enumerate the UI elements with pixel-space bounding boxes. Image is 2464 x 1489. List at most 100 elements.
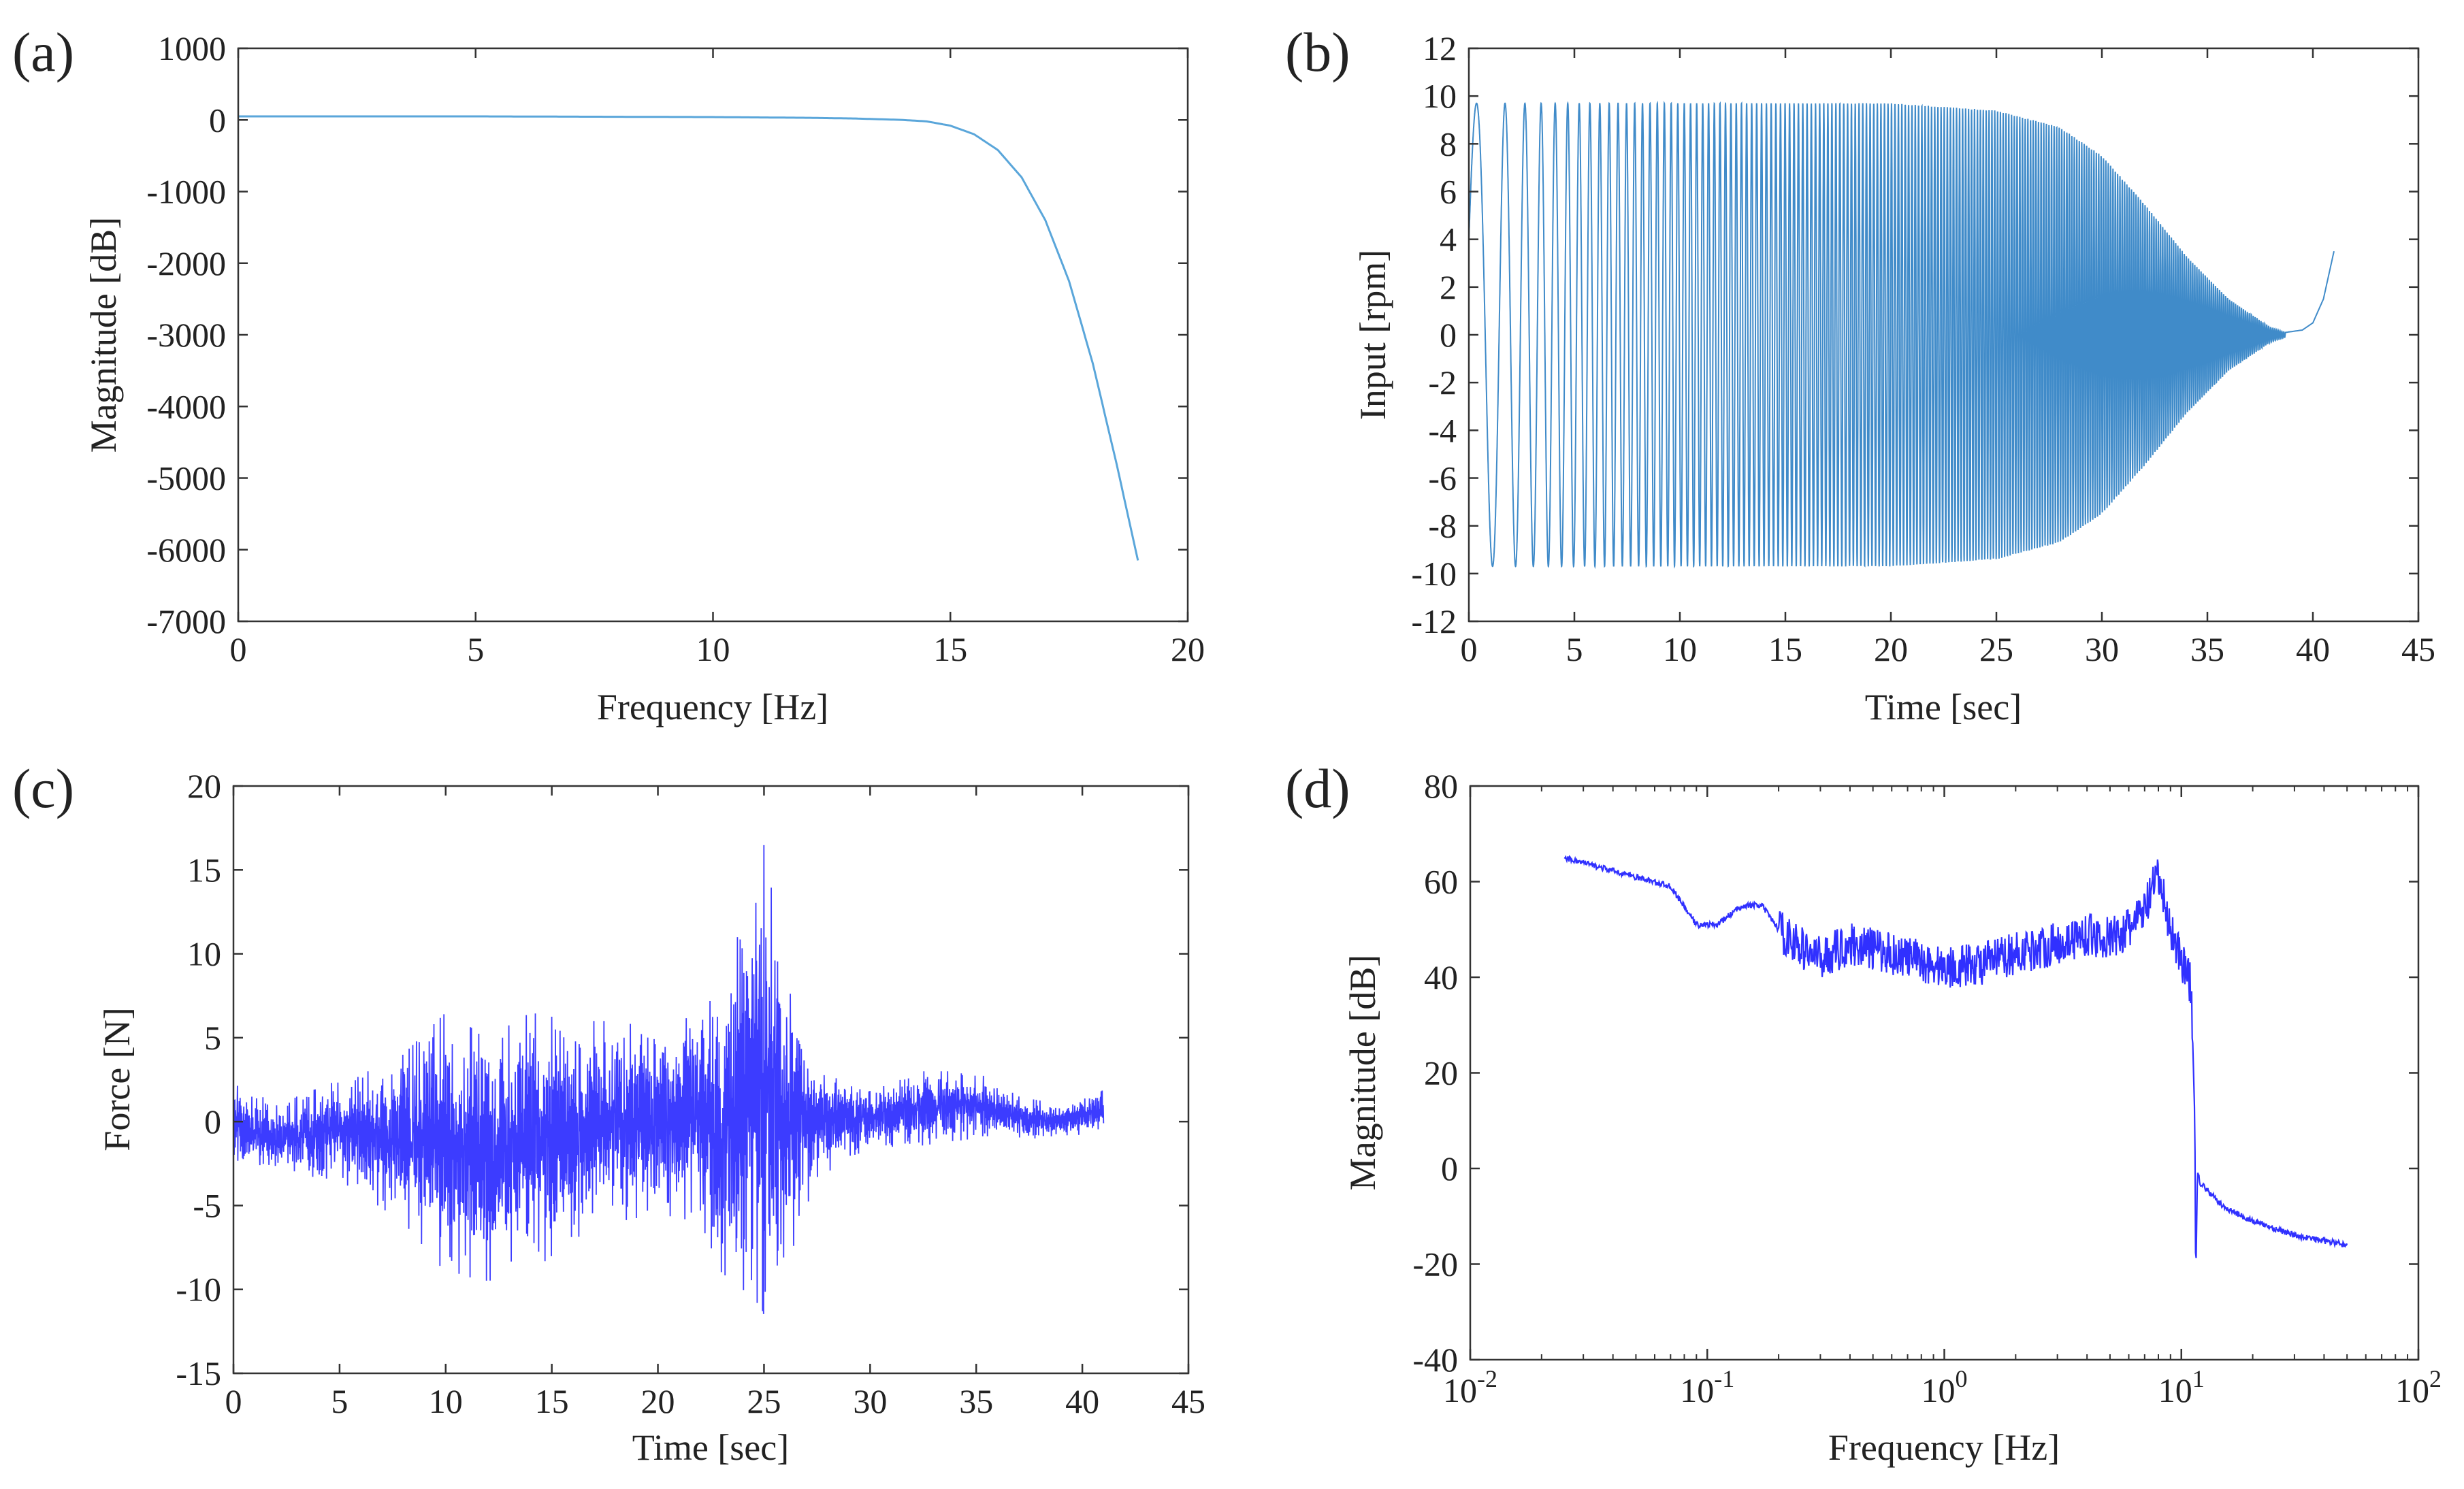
chart-d-ytick-label: -40 — [1412, 1341, 1458, 1379]
chart-a: 0 5 10 15 20 1000 0 -1000 -2000 -3000 -4000 -5000 -6… — [83, 29, 1205, 727]
chart-c-xtick-label: 45 — [1171, 1382, 1205, 1420]
panel-label-c: (c) — [12, 757, 74, 819]
chart-b-xtick-label: 45 — [2401, 630, 2435, 668]
chart-a-xtick-label: 0 — [230, 630, 247, 668]
chart-d-xtick-base: 10 — [1922, 1371, 1956, 1409]
chart-d-xlabel: Frequency [Hz] — [1828, 1427, 2060, 1468]
chart-a-data-layer — [238, 115, 1139, 561]
chart-b-xtick-label: 15 — [1768, 630, 1802, 668]
chart-d-xtick-label: 10-2 — [1443, 1365, 1497, 1409]
chart-a-ytick-label: -3000 — [146, 316, 226, 354]
chart-a-ytick-label: 1000 — [158, 29, 226, 67]
chart-a-series-magnitude — [238, 115, 1139, 561]
chart-c-ylabel: Force [N] — [97, 1007, 137, 1151]
chart-b-xtick-label: 0 — [1461, 630, 1478, 668]
chart-d-ytick-label: 80 — [1424, 767, 1458, 805]
chart-b-ytick-label: 12 — [1423, 29, 1457, 67]
chart-d-xtick-label: 100 — [1922, 1365, 1968, 1409]
chart-c-ytick-label: -15 — [176, 1354, 221, 1392]
chart-a-xtick-label: 5 — [467, 630, 484, 668]
chart-c-xtick-label: 10 — [429, 1382, 463, 1420]
chart-a-ytick-label: -2000 — [146, 244, 226, 282]
chart-b: 0 5 10 15 20 25 30 35 40 45121086420-2-4-6-8-10-1… — [1352, 29, 2435, 727]
chart-c-xlabel: Time [sec] — [632, 1427, 789, 1468]
chart-b-ytick-label: -8 — [1428, 507, 1457, 545]
chart-b-xtick-label: 40 — [2296, 630, 2330, 668]
chart-a-ytick-label: -1000 — [146, 173, 226, 211]
chart-c-ytick-label: 10 — [187, 935, 221, 973]
chart-c-ytick-label: 20 — [187, 767, 221, 805]
chart-a-axes: 0 5 10 15 20 1000 0 -1000 -2000 -3000 -4000 -5000 -6… — [146, 29, 1205, 668]
chart-d-ytick-label: -20 — [1412, 1245, 1458, 1283]
chart-d-xtick-base: 10 — [2158, 1371, 2192, 1409]
chart-b-ytick-label: 8 — [1440, 125, 1457, 163]
chart-c-ytick-label: 5 — [204, 1019, 221, 1057]
chart-b-ytick-label: -10 — [1411, 555, 1457, 593]
chart-d-xtick-exponent: -2 — [1477, 1365, 1497, 1392]
chart-c-series-force — [233, 845, 1105, 1314]
chart-b-ytick-label: 4 — [1440, 220, 1457, 259]
chart-b-xtick-label: 20 — [1874, 630, 1908, 668]
chart-a-ytick-label: -4000 — [146, 387, 226, 425]
chart-c-xtick-label: 40 — [1065, 1382, 1099, 1420]
panel-label-b: (b) — [1285, 21, 1350, 83]
chart-b-ytick-label: 10 — [1423, 77, 1457, 115]
chart-b-ytick-label: -4 — [1428, 411, 1457, 449]
chart-a-xtick-label: 20 — [1171, 630, 1205, 668]
chart-a-xlabel: Frequency [Hz] — [597, 687, 828, 727]
chart-d-xtick-base: 10 — [2395, 1371, 2429, 1409]
chart-b-ytick-label: -12 — [1411, 602, 1457, 640]
chart-a-ytick-label: -6000 — [146, 531, 226, 569]
chart-a-ytick-label: -7000 — [146, 602, 226, 640]
chart-c-ytick-label: -5 — [193, 1186, 221, 1224]
chart-a-xtick-label: 10 — [696, 630, 730, 668]
chart-c-xtick-label: 30 — [853, 1382, 887, 1420]
chart-d-xtick-label: 10-1 — [1680, 1365, 1734, 1409]
chart-d-xtick-base: 10 — [1443, 1371, 1477, 1409]
chart-b-ytick-label: 2 — [1440, 268, 1457, 306]
chart-d-xtick-exponent: 1 — [2192, 1365, 2205, 1392]
chart-b-xlabel: Time [sec] — [1865, 687, 2022, 727]
chart-d-ytick-label: 60 — [1424, 863, 1458, 901]
chart-d-ytick-label: 20 — [1424, 1054, 1458, 1092]
chart-b-xtick-label: 30 — [2085, 630, 2119, 668]
chart-d-ytick-label: 0 — [1441, 1149, 1458, 1188]
chart-a-ylabel: Magnitude [dB] — [83, 217, 124, 453]
panel-label-a: (a) — [12, 21, 74, 83]
chart-b-ylabel: Input [rpm] — [1352, 250, 1393, 420]
chart-c-axes: 0 5 10 15 20 25 30 35 40 45 20 15 10 5 0 -5 -10 -15 — [176, 767, 1205, 1420]
chart-a-xtick-label: 15 — [933, 630, 967, 668]
chart-c-ytick-label: 0 — [204, 1102, 221, 1141]
chart-d-xtick-base: 10 — [1680, 1371, 1714, 1409]
chart-c-xtick-label: 15 — [535, 1382, 569, 1420]
chart-c-ytick-label: -10 — [176, 1271, 221, 1309]
chart-c-frame — [232, 785, 1190, 1375]
chart-b-ytick-label: -2 — [1428, 363, 1457, 402]
chart-b-data-layer — [1468, 100, 2335, 570]
chart-b-xtick-label: 35 — [2190, 630, 2224, 668]
chart-b-ytick-label: -6 — [1428, 459, 1457, 497]
chart-d-xtick-label: 102 — [2395, 1365, 2442, 1409]
chart-d-xtick-exponent: -1 — [1714, 1365, 1734, 1392]
chart-a-ytick-label: 0 — [209, 101, 226, 139]
chart-b-series-input — [1468, 100, 2335, 570]
chart-a-ytick-label: -5000 — [146, 459, 226, 497]
chart-d-xtick-label: 101 — [2158, 1365, 2205, 1409]
chart-c: 0 5 10 15 20 25 30 35 40 45 20 15 10 5 0 -5 -10 -15 Time … — [97, 767, 1205, 1468]
chart-b-ytick-label: 0 — [1440, 316, 1457, 354]
chart-c-data-layer — [233, 845, 1105, 1314]
chart-c-xtick-label: 0 — [225, 1382, 242, 1420]
chart-b-ytick-label: 6 — [1440, 173, 1457, 211]
chart-d-series-response — [1563, 855, 2348, 1258]
chart-c-xtick-label: 35 — [959, 1382, 993, 1420]
chart-b-xtick-label: 10 — [1663, 630, 1697, 668]
chart-c-ytick-label: 15 — [187, 851, 221, 889]
chart-d-xtick-exponent: 0 — [1956, 1365, 1968, 1392]
chart-d-data-layer — [1563, 855, 2348, 1258]
chart-b-xtick-label: 25 — [1979, 630, 2013, 668]
chart-b-axes: 0 5 10 15 20 25 30 35 40 45121086420-2-4-6-8-10-1… — [1411, 29, 2435, 668]
chart-d-ylabel: Magnitude [dB] — [1342, 955, 1383, 1190]
